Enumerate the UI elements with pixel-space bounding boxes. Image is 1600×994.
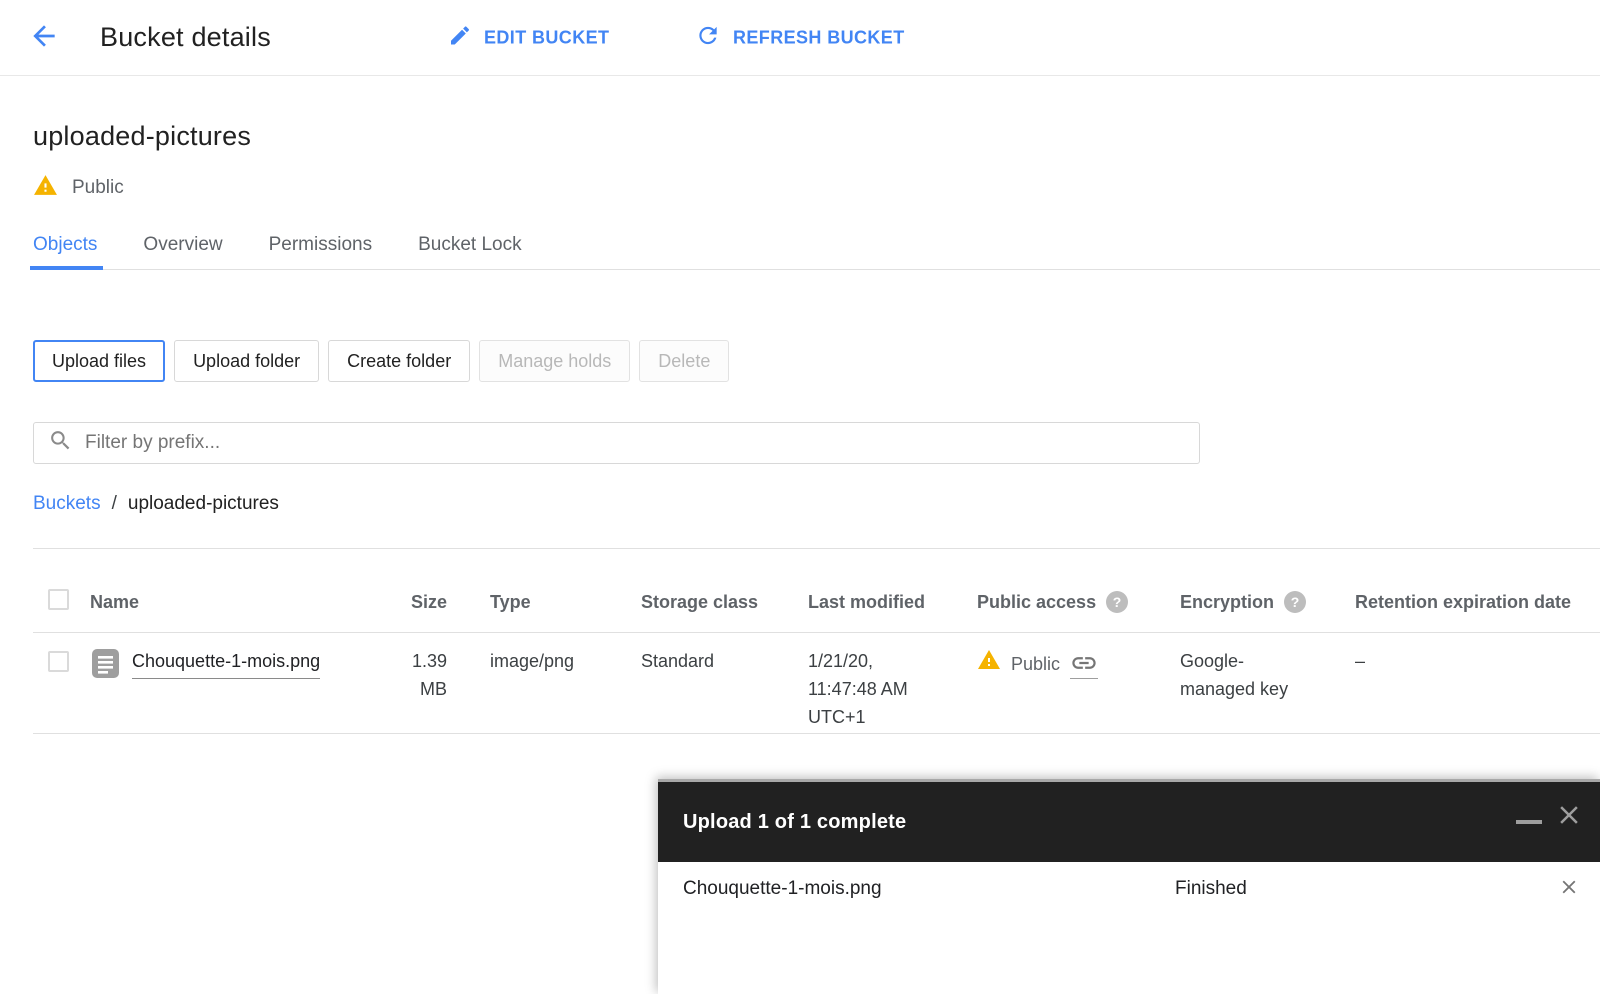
edit-bucket-button[interactable]: EDIT BUCKET — [448, 23, 609, 52]
cell-encryption: Google-managed key — [1180, 632, 1355, 734]
public-access-badge: Public — [33, 173, 1600, 203]
upload-folder-button[interactable]: Upload folder — [174, 340, 320, 382]
upload-dialog-title: Upload 1 of 1 complete — [683, 810, 907, 833]
back-button[interactable] — [26, 20, 62, 56]
column-header-retention: Retention expiration date — [1355, 548, 1600, 633]
objects-toolbar: Upload files Upload folder Create folder… — [33, 340, 1600, 382]
breadcrumb-separator: / — [111, 493, 117, 514]
tab-permissions[interactable]: Permissions — [269, 234, 374, 269]
warning-icon — [977, 648, 1001, 681]
row-checkbox[interactable] — [48, 651, 69, 672]
bucket-details-content: uploaded-pictures Public Objects Overvie… — [0, 121, 1600, 734]
filter-input[interactable] — [85, 432, 1199, 454]
column-header-encryption: Encryption ? — [1180, 548, 1355, 633]
manage-holds-button[interactable]: Manage holds — [479, 340, 631, 382]
help-icon[interactable]: ? — [1106, 591, 1129, 613]
delete-button[interactable]: Delete — [639, 340, 730, 382]
file-icon — [92, 648, 119, 687]
cell-size: 1.39 MB — [400, 632, 450, 734]
dismiss-item-icon[interactable] — [1558, 876, 1580, 898]
column-header-last-modified: Last modified — [808, 548, 977, 633]
breadcrumb-buckets-link[interactable]: Buckets — [33, 493, 101, 514]
upload-item-name: Chouquette-1-mois.png — [683, 878, 882, 899]
breadcrumb-current: uploaded-pictures — [127, 493, 279, 514]
column-header-storage-class: Storage class — [641, 548, 808, 633]
public-label: Public — [72, 177, 124, 198]
cell-public-access: Public — [977, 632, 1180, 734]
pencil-icon — [448, 23, 472, 52]
back-arrow-icon — [28, 20, 60, 55]
topbar: Bucket details EDIT BUCKET REFRESH BUCKE… — [0, 0, 1600, 76]
upload-dialog-header: Upload 1 of 1 complete — [658, 782, 1600, 862]
cell-storage-class: Standard — [641, 632, 808, 734]
filter-field — [33, 422, 1200, 464]
column-header-name: Name — [86, 548, 400, 633]
refresh-bucket-button[interactable]: REFRESH BUCKET — [695, 22, 905, 53]
objects-table: Name Size Type Storage class Last modifi… — [33, 548, 1600, 734]
create-folder-button[interactable]: Create folder — [328, 340, 471, 382]
cell-retention: – — [1355, 632, 1600, 734]
select-all-checkbox[interactable] — [48, 589, 69, 610]
tab-bucket-lock[interactable]: Bucket Lock — [418, 234, 524, 269]
column-header-size: Size — [400, 548, 450, 633]
refresh-icon — [695, 22, 721, 53]
upload-dialog-body: Chouquette-1-mois.png Finished — [658, 862, 1600, 994]
table-row: Chouquette-1-mois.png 1.39 MB image/png … — [33, 632, 1600, 734]
cell-type: image/png — [450, 632, 641, 734]
upload-item-status: Finished — [1175, 878, 1247, 899]
cell-last-modified: 1/21/20, 11:47:48 AM UTC+1 — [808, 632, 977, 734]
breadcrumb: Buckets / uploaded-pictures — [33, 493, 1600, 515]
upload-status-dialog: Upload 1 of 1 complete Chouquette-1-mois… — [658, 779, 1600, 994]
close-icon[interactable] — [1554, 800, 1584, 830]
column-header-type: Type — [450, 548, 641, 633]
tab-overview[interactable]: Overview — [143, 234, 224, 269]
help-icon[interactable]: ? — [1284, 591, 1307, 613]
table-header-row: Name Size Type Storage class Last modifi… — [33, 548, 1600, 633]
page-title: Bucket details — [100, 22, 271, 52]
upload-item-row: Chouquette-1-mois.png Finished — [658, 862, 1600, 900]
minimize-button[interactable] — [1516, 820, 1542, 824]
column-header-public-access: Public access ? — [977, 548, 1180, 633]
copy-public-link-icon[interactable] — [1070, 649, 1099, 680]
tab-objects[interactable]: Objects — [29, 234, 104, 270]
upload-files-button[interactable]: Upload files — [33, 340, 166, 382]
tab-bar: Objects Overview Permissions Bucket Lock — [29, 234, 1600, 270]
search-icon — [34, 428, 85, 458]
warning-icon — [33, 173, 58, 203]
bucket-name: uploaded-pictures — [33, 121, 252, 151]
object-name-link[interactable]: Chouquette-1-mois.png — [132, 648, 321, 679]
